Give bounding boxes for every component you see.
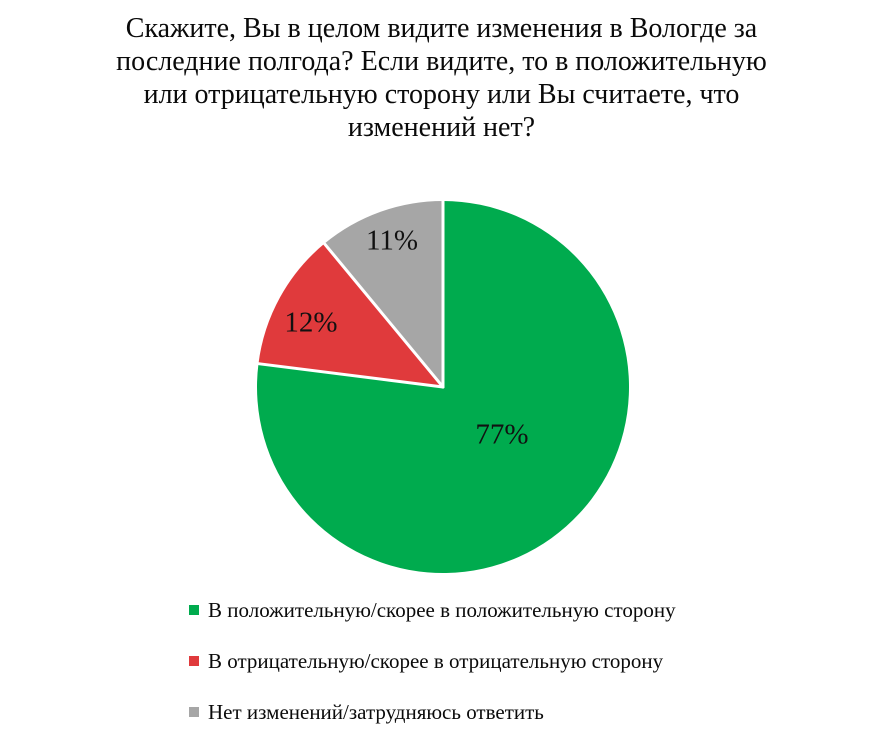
pie-slice-no-change xyxy=(324,201,443,387)
chart-title: Скажите, Вы в целом видите изменения в В… xyxy=(0,12,883,144)
pie-data-label-positive: 77% xyxy=(475,418,529,451)
chart-title-line: последние полгода? Если видите, то в пол… xyxy=(116,46,767,77)
slice-separators xyxy=(256,199,445,389)
legend-label-no-change: Нет изменений/затрудняюсь ответить xyxy=(208,699,544,724)
legend-item-no-change: Нет изменений/затрудняюсь ответить xyxy=(189,699,676,725)
chart-legend: В положительную/скорее в положительную с… xyxy=(189,597,676,742)
legend-item-positive: В положительную/скорее в положительную с… xyxy=(189,597,676,623)
pie-data-label-no-change: 11% xyxy=(365,224,419,257)
pie-chart-area xyxy=(253,197,633,577)
legend-label-positive: В положительную/скорее в положительную с… xyxy=(208,597,676,622)
pie-chart xyxy=(256,199,630,573)
slice-separator xyxy=(322,242,445,389)
legend-swatch-no-change xyxy=(189,707,199,717)
legend-item-negative: В отрицательную/скорее в отрицательную с… xyxy=(189,648,676,674)
chart-title-line: или отрицательную сторону или Вы считает… xyxy=(143,79,740,110)
chart-title-line: изменений нет? xyxy=(347,112,536,143)
legend-swatch-negative xyxy=(189,656,199,666)
legend-label-negative: В отрицательную/скорее в отрицательную с… xyxy=(208,648,664,673)
legend-swatch-positive xyxy=(189,605,199,615)
pie-data-label-negative: 12% xyxy=(284,306,338,339)
pie-slice-negative xyxy=(258,243,443,387)
chart-title-line: Скажите, Вы в целом видите изменения в В… xyxy=(125,13,758,44)
slice-separator xyxy=(256,362,445,389)
